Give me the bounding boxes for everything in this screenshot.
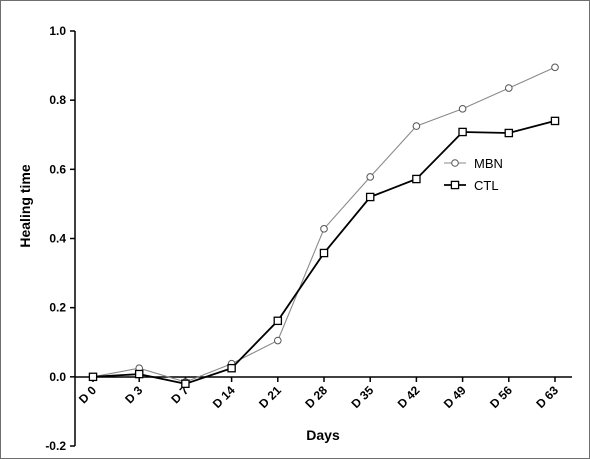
- data-point-mbn: [551, 63, 559, 72]
- x-tick-label: D 21: [256, 383, 284, 411]
- legend-label: MBN: [474, 156, 503, 171]
- legend-item-ctl: CTL: [444, 178, 499, 193]
- x-tick-label: D 0: [76, 383, 99, 406]
- y-tick-label: 0.8: [49, 93, 66, 107]
- series-line-mbn: [92, 66, 556, 383]
- data-point-ctl: [412, 174, 421, 184]
- data-point-ctl: [134, 369, 144, 379]
- data-point-ctl: [458, 127, 467, 137]
- y-axis-title: Healing time: [17, 164, 33, 247]
- x-tick-label: D 14: [210, 383, 238, 411]
- y-tick-label: 0.2: [49, 301, 66, 315]
- x-tick-label: D 35: [348, 383, 376, 411]
- legend: MBN CTL: [444, 156, 503, 193]
- data-point-ctl: [365, 192, 375, 202]
- data-point-mbn: [505, 84, 513, 92]
- x-tick-label: D 42: [395, 383, 423, 411]
- x-tick-label: D 28: [302, 383, 330, 411]
- data-point-ctl: [504, 128, 514, 138]
- data-point-ctl: [181, 379, 190, 388]
- series-layer: [88, 63, 560, 388]
- legend-marker-circle: [451, 159, 459, 167]
- legend-marker-square: [450, 180, 460, 190]
- data-point-mbn: [412, 122, 421, 130]
- data-point-mbn: [458, 105, 467, 113]
- y-tick-label: 0.0: [49, 370, 66, 384]
- series-mbn: [89, 63, 559, 386]
- x-tick-label: D 63: [533, 383, 561, 411]
- y-tick-label: 0.6: [49, 162, 66, 176]
- data-point-ctl: [550, 116, 560, 126]
- x-axis-title: Days: [306, 427, 340, 443]
- x-tick-label: D 56: [487, 383, 515, 411]
- data-point-mbn: [274, 336, 282, 345]
- data-point-mbn: [366, 173, 375, 181]
- x-tick-label: D 3: [122, 383, 145, 406]
- y-tick-label: 0.4: [49, 232, 66, 246]
- data-point-ctl: [273, 316, 283, 326]
- x-tick-label: D 49: [441, 383, 469, 411]
- legend-label: CTL: [474, 178, 499, 193]
- y-tick-label: -0.2: [45, 439, 66, 453]
- data-point-ctl: [227, 363, 236, 373]
- y-tick-label: 1.0: [49, 24, 66, 38]
- legend-item-mbn: MBN: [444, 156, 503, 171]
- data-point-mbn: [320, 225, 328, 233]
- data-point-ctl: [319, 248, 329, 258]
- series-ctl: [88, 116, 560, 388]
- data-point-ctl: [88, 372, 98, 382]
